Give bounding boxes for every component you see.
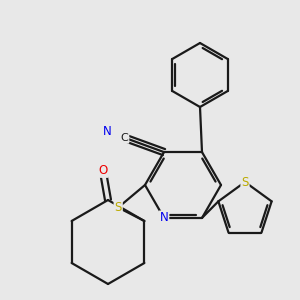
Text: S: S [241, 176, 249, 188]
Text: N: N [103, 125, 112, 138]
Text: O: O [98, 164, 107, 177]
Text: S: S [115, 201, 122, 214]
Text: N: N [160, 212, 168, 224]
Text: C: C [121, 133, 128, 143]
